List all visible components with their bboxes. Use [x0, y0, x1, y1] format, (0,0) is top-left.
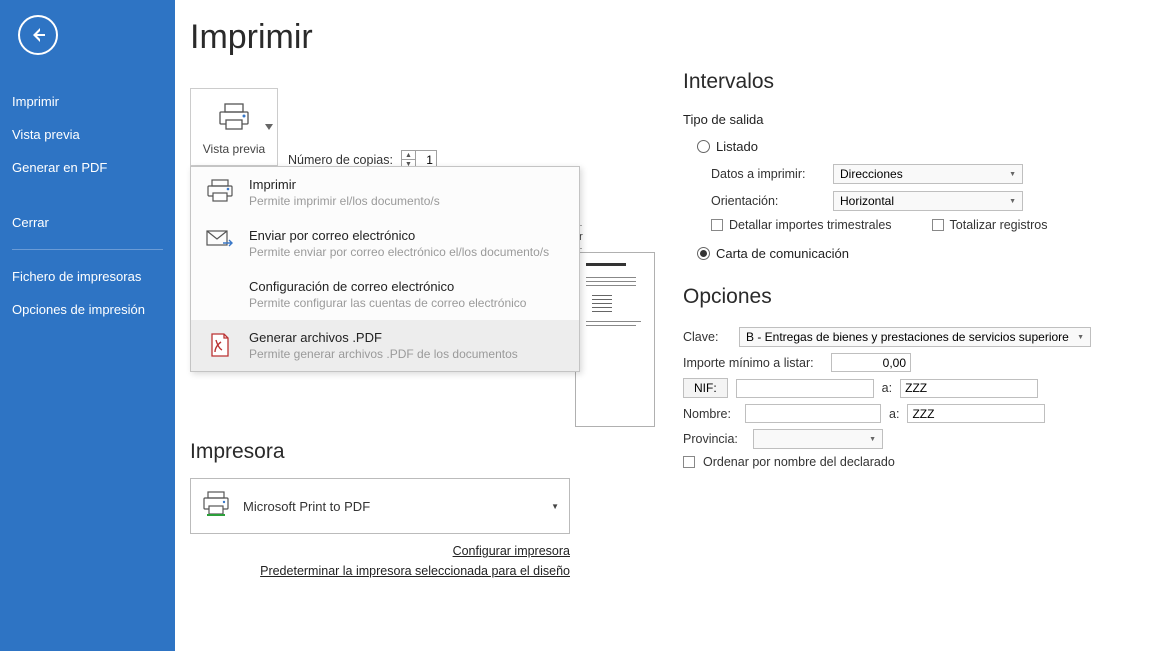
a-label-2: a: — [889, 407, 899, 421]
sidebar-item-imprimir[interactable]: Imprimir — [0, 85, 175, 118]
clave-value: B - Entregas de bienes y prestaciones de… — [746, 330, 1069, 344]
dd-title: Imprimir — [249, 177, 440, 192]
chevron-down-icon: ▼ — [1009, 198, 1016, 205]
radio-carta-label: Carta de comunicación — [716, 246, 849, 261]
page-title: Imprimir — [190, 18, 660, 57]
sidebar-item-vista-previa[interactable]: Vista previa — [0, 118, 175, 151]
chevron-down-icon: ▼ — [1009, 171, 1016, 178]
main-panel: Imprimir — [190, 18, 660, 57]
spinner-up-icon[interactable]: ▲ — [402, 151, 415, 160]
printer-section: Impresora Microsoft Print to PDF ▼ Confi… — [190, 440, 590, 578]
dropdown-item-email[interactable]: Enviar por correo electrónico Permite en… — [191, 218, 579, 269]
back-button[interactable] — [18, 15, 58, 55]
sidebar-item-generar-pdf[interactable]: Generar en PDF — [0, 151, 175, 184]
dd-title: Generar archivos .PDF — [249, 330, 518, 345]
sidebar-separator — [12, 249, 163, 250]
chk-totalizar[interactable] — [932, 219, 944, 231]
importe-input[interactable] — [831, 353, 911, 372]
radio-listado[interactable] — [697, 140, 710, 153]
pdf-icon — [205, 330, 235, 361]
provincia-label: Provincia: — [683, 432, 745, 446]
nif-to-input[interactable] — [900, 379, 1038, 398]
sidebar-item-opciones-impresion[interactable]: Opciones de impresión — [0, 293, 175, 326]
provincia-select[interactable]: ▼ — [753, 429, 883, 449]
printer-ready-icon — [201, 491, 231, 522]
sidebar-item-fichero-impresoras[interactable]: Fichero de impresoras — [0, 260, 175, 293]
printer-icon — [205, 177, 235, 208]
right-panel: Intervalos Tipo de salida Listado Datos … — [683, 70, 1158, 475]
printer-name: Microsoft Print to PDF — [243, 499, 370, 514]
chevron-down-icon — [265, 124, 273, 130]
nombre-label: Nombre: — [683, 407, 737, 421]
intervalos-title: Intervalos — [683, 70, 1158, 94]
chk-ordenar-label: Ordenar por nombre del declarado — [703, 455, 895, 469]
chk-detallar-label: Detallar importes trimestrales — [729, 218, 892, 232]
orientacion-label: Orientación: — [711, 194, 823, 208]
nif-button[interactable]: NIF: — [683, 378, 728, 398]
printer-select[interactable]: Microsoft Print to PDF ▼ — [190, 478, 570, 534]
blank-icon — [205, 279, 235, 310]
a-label-1: a: — [882, 381, 892, 395]
nif-from-input[interactable] — [736, 379, 874, 398]
dd-title: Configuración de correo electrónico — [249, 279, 526, 294]
sidebar-items: Imprimir Vista previa Generar en PDF Cer… — [0, 85, 175, 326]
dd-desc: Permite configurar las cuentas de correo… — [249, 296, 526, 310]
sidebar-item-cerrar[interactable]: Cerrar — [0, 206, 175, 239]
opciones-title: Opciones — [683, 285, 1158, 309]
printer-icon — [217, 103, 251, 136]
preview-dropdown-toggle[interactable] — [260, 88, 278, 166]
link-configurar-impresora[interactable]: Configurar impresora — [190, 544, 570, 558]
sidebar: Imprimir Vista previa Generar en PDF Cer… — [0, 0, 175, 651]
document-preview — [575, 252, 655, 427]
chk-detallar[interactable] — [711, 219, 723, 231]
datos-imprimir-select[interactable]: Direcciones ▼ — [833, 164, 1023, 184]
email-icon — [205, 228, 235, 259]
link-predeterminar-impresora[interactable]: Predeterminar la impresora seleccionada … — [190, 564, 570, 578]
nombre-to-input[interactable] — [907, 404, 1045, 423]
clave-select[interactable]: B - Entregas de bienes y prestaciones de… — [739, 327, 1091, 347]
chevron-down-icon: ▼ — [869, 436, 876, 443]
dropdown-item-pdf[interactable]: Generar archivos .PDF Permite generar ar… — [191, 320, 579, 371]
chk-totalizar-label: Totalizar registros — [950, 218, 1048, 232]
nombre-from-input[interactable] — [745, 404, 881, 423]
tipo-salida-label: Tipo de salida — [683, 112, 1158, 127]
dropdown-item-email-config[interactable]: Configuración de correo electrónico Perm… — [191, 269, 579, 320]
dd-desc: Permite imprimir el/los documento/s — [249, 194, 440, 208]
chevron-down-icon: ▼ — [551, 502, 559, 511]
dropdown-item-imprimir[interactable]: Imprimir Permite imprimir el/los documen… — [191, 167, 579, 218]
datos-imprimir-label: Datos a imprimir: — [711, 167, 823, 181]
importe-label: Importe mínimo a listar: — [683, 356, 823, 370]
radio-carta[interactable] — [697, 247, 710, 260]
dd-desc: Permite enviar por correo electrónico el… — [249, 245, 549, 259]
chk-ordenar[interactable] — [683, 456, 695, 468]
copies-input[interactable] — [416, 153, 436, 167]
datos-imprimir-value: Direcciones — [840, 167, 903, 181]
back-arrow-icon — [28, 25, 48, 45]
clave-label: Clave: — [683, 330, 731, 344]
preview-dropdown-menu: Imprimir Permite imprimir el/los documen… — [190, 166, 580, 372]
printer-section-title: Impresora — [190, 440, 590, 464]
orientacion-value: Horizontal — [840, 194, 894, 208]
radio-listado-label: Listado — [716, 139, 758, 154]
orientacion-select[interactable]: Horizontal ▼ — [833, 191, 1023, 211]
copies-label: Número de copias: — [288, 153, 393, 167]
dd-desc: Permite generar archivos .PDF de los doc… — [249, 347, 518, 361]
dd-title: Enviar por correo electrónico — [249, 228, 549, 243]
chevron-down-icon: ▼ — [1077, 334, 1084, 341]
preview-label: Vista previa — [203, 142, 265, 156]
